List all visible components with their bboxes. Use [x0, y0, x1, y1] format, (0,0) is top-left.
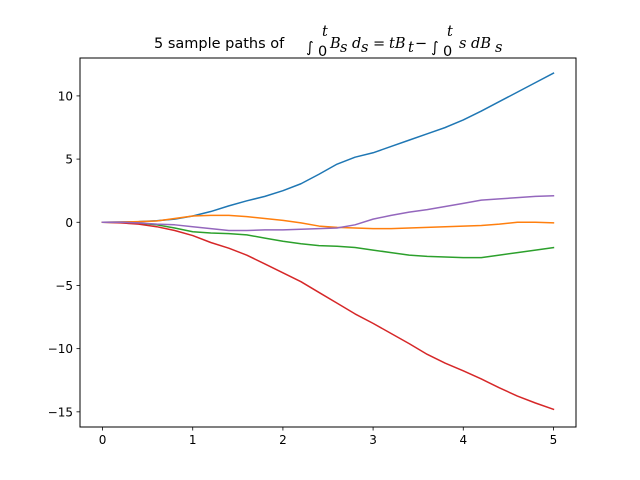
chart-title: 5 sample paths of ∫ t 0 B s d s = tB t — [154, 24, 502, 60]
title-differential-1: d — [352, 36, 361, 52]
x-tick-label: 3 — [369, 433, 377, 447]
svg-text:s: s — [495, 40, 502, 56]
svg-text:−: − — [415, 36, 427, 52]
svg-text:=: = — [373, 36, 385, 52]
svg-text:t: t — [408, 40, 414, 56]
title-equals: = — [373, 36, 385, 52]
y-tick-label: −10 — [48, 342, 73, 356]
svg-text:d: d — [352, 36, 361, 52]
title-prefix: 5 sample paths of — [154, 36, 285, 52]
x-tick-label: 4 — [459, 433, 467, 447]
series-line-2 — [101, 214, 555, 230]
series-line-4 — [101, 221, 555, 411]
y-tick-label: −5 — [55, 279, 73, 293]
title-rhs-term-sub: t — [408, 40, 414, 56]
svg-text:tB: tB — [389, 36, 406, 52]
series-line-3 — [101, 221, 555, 259]
x-axis: 0 1 2 3 4 5 — [99, 427, 558, 447]
plot-area-frame — [79, 57, 577, 428]
plot-lines — [101, 72, 555, 411]
title-integral-sign-2: ∫ — [431, 40, 439, 56]
title-integrand-2: s dB — [459, 36, 491, 52]
svg-text:t: t — [322, 24, 328, 40]
x-tick-label: 5 — [550, 433, 558, 447]
svg-text:t: t — [447, 24, 453, 40]
title-differential-1-sub: s — [361, 40, 368, 56]
title-rhs-term: tB — [389, 36, 406, 52]
y-tick-label: −15 — [48, 405, 73, 419]
svg-text:0: 0 — [318, 44, 327, 60]
y-tick-label: 5 — [65, 153, 73, 167]
svg-text:s: s — [361, 40, 368, 56]
svg-text:s: s — [340, 40, 347, 56]
svg-text:B: B — [329, 36, 341, 52]
svg-text:∫: ∫ — [431, 40, 439, 56]
svg-text:s dB: s dB — [459, 36, 491, 52]
title-upper-limit-2: t — [447, 24, 453, 40]
title-lower-limit-1: 0 — [318, 44, 327, 60]
title-integrand-2-sub: s — [495, 40, 502, 56]
title-minus: − — [415, 36, 427, 52]
title-integrand-1: B — [329, 36, 341, 52]
svg-text:0: 0 — [443, 44, 452, 60]
x-tick-label: 1 — [189, 433, 197, 447]
svg-text:5 sample paths of: 5 sample paths of — [154, 36, 285, 52]
title-upper-limit-1: t — [322, 24, 328, 40]
y-tick-label: 10 — [58, 89, 73, 103]
x-tick-label: 0 — [99, 433, 107, 447]
y-axis: −15 −10 −5 0 5 10 — [48, 89, 80, 419]
series-line-5 — [101, 194, 555, 232]
x-tick-label: 2 — [279, 433, 287, 447]
y-tick-label: 0 — [65, 216, 73, 230]
title-integrand-1-sub: s — [340, 40, 347, 56]
title-integral-sign-1: ∫ — [306, 40, 314, 56]
title-lower-limit-2: 0 — [443, 44, 452, 60]
svg-text:∫: ∫ — [306, 40, 314, 56]
